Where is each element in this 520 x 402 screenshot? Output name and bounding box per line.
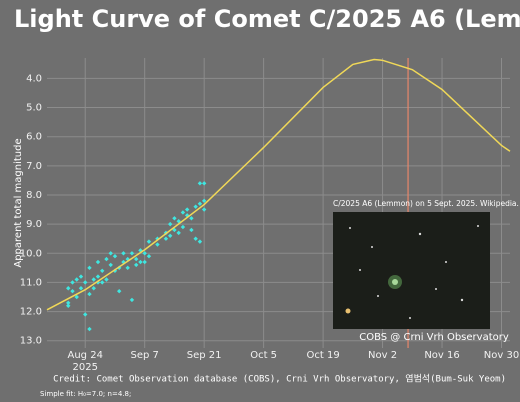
x-tick-year: 2025 bbox=[73, 362, 98, 373]
data-point bbox=[193, 236, 198, 241]
fit-note: Simple fit: H₀=7.0; n=4.8; bbox=[40, 390, 131, 398]
data-point bbox=[95, 259, 101, 265]
y-tick-label: 11.0 bbox=[20, 277, 42, 288]
data-point bbox=[142, 251, 147, 256]
data-point bbox=[167, 233, 173, 238]
data-point bbox=[155, 242, 160, 247]
data-point bbox=[66, 286, 71, 291]
y-tick-label: 9.0 bbox=[26, 219, 42, 230]
data-point bbox=[189, 216, 194, 221]
data-point bbox=[74, 294, 79, 300]
data-point bbox=[100, 268, 105, 273]
data-point bbox=[91, 286, 96, 291]
data-point bbox=[142, 259, 147, 265]
inset-photo bbox=[333, 212, 490, 329]
data-point bbox=[117, 288, 122, 294]
data-point bbox=[78, 274, 84, 279]
data-point bbox=[172, 216, 177, 221]
x-tick-label: Sep 21 bbox=[187, 350, 222, 361]
data-point bbox=[134, 256, 139, 262]
data-point bbox=[66, 303, 71, 308]
data-point bbox=[87, 326, 92, 332]
data-point bbox=[108, 251, 113, 256]
data-point bbox=[176, 230, 181, 236]
data-point bbox=[104, 256, 109, 262]
fit-line bbox=[46, 58, 511, 311]
data-point bbox=[197, 201, 203, 206]
data-point bbox=[155, 236, 160, 241]
data-point bbox=[138, 259, 143, 265]
data-point bbox=[134, 262, 139, 268]
data-point bbox=[197, 181, 203, 186]
inset-credit: COBS @ Crni Vrh Observatory bbox=[359, 332, 509, 343]
data-point bbox=[201, 198, 207, 204]
data-point bbox=[66, 300, 71, 306]
data-point bbox=[83, 280, 88, 285]
data-point bbox=[125, 256, 130, 262]
data-point bbox=[129, 251, 135, 256]
credit: Credit: Comet Observation database (COBS… bbox=[53, 374, 506, 385]
data-point bbox=[180, 224, 186, 230]
data-point bbox=[180, 210, 186, 215]
data-point bbox=[100, 280, 105, 285]
inset-caption: C/2025 A6 (Lemmon) on 5 Sept. 2025. Wiki… bbox=[333, 199, 519, 208]
x-tick-label: Sep 7 bbox=[131, 350, 159, 361]
data-point bbox=[167, 221, 173, 227]
data-point bbox=[70, 288, 75, 294]
data-point bbox=[201, 181, 207, 186]
data-point bbox=[184, 207, 190, 212]
y-tick-label: 6.0 bbox=[26, 132, 42, 143]
y-tick-label: 5.0 bbox=[26, 103, 42, 114]
data-point bbox=[87, 265, 92, 271]
x-tick-label: Oct 19 bbox=[306, 350, 339, 361]
data-point bbox=[121, 251, 126, 256]
data-point bbox=[146, 239, 152, 244]
data-point bbox=[201, 207, 207, 212]
data-point bbox=[163, 236, 169, 241]
data-point bbox=[74, 277, 79, 282]
y-tick-label: 8.0 bbox=[26, 190, 42, 201]
data-point bbox=[189, 227, 194, 233]
data-point bbox=[87, 291, 92, 297]
data-point bbox=[104, 277, 109, 282]
y-tick-label: 10.0 bbox=[20, 248, 42, 259]
data-point bbox=[125, 265, 130, 271]
y-tick-label: 4.0 bbox=[26, 73, 42, 84]
x-tick-label: Oct 5 bbox=[250, 350, 277, 361]
x-tick-label: Nov 16 bbox=[424, 350, 459, 361]
data-point bbox=[91, 277, 96, 282]
y-tick-label: 12.0 bbox=[20, 307, 42, 318]
x-tick-label: Nov 2 bbox=[368, 350, 397, 361]
x-tick-label: Nov 30 bbox=[484, 350, 519, 361]
data-point bbox=[129, 297, 135, 303]
data-point bbox=[197, 239, 203, 244]
data-point bbox=[78, 286, 84, 291]
y-tick-label: 7.0 bbox=[26, 161, 42, 172]
data-point bbox=[70, 280, 75, 285]
data-point bbox=[112, 253, 118, 259]
data-point bbox=[108, 262, 113, 268]
y-axis-label: Apparent total magnitude bbox=[13, 138, 24, 267]
y-tick-label: 13.0 bbox=[20, 336, 42, 347]
data-point bbox=[83, 312, 88, 317]
chart-title: Light Curve of Comet C/2025 A6 (Lemmon) bbox=[14, 5, 520, 33]
data-point bbox=[95, 280, 101, 285]
data-point bbox=[184, 213, 190, 218]
data-point bbox=[95, 274, 101, 279]
x-tick-label: Aug 24 bbox=[68, 350, 103, 361]
data-point bbox=[146, 253, 152, 259]
data-point bbox=[193, 204, 198, 209]
